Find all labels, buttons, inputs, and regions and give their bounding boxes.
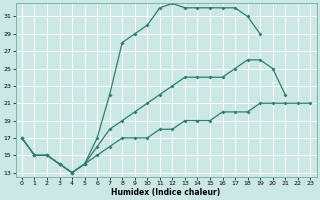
X-axis label: Humidex (Indice chaleur): Humidex (Indice chaleur): [111, 188, 221, 197]
